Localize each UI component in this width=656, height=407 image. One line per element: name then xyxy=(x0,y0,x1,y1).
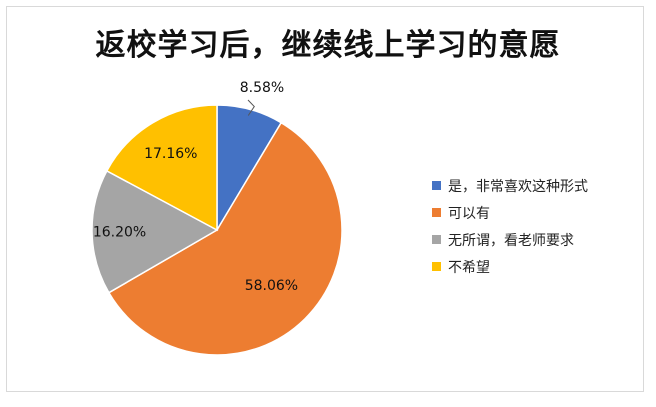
chart-title: 返校学习后，继续线上学习的意愿 xyxy=(95,28,561,63)
legend-item-4: 不希望 xyxy=(432,253,588,280)
slice-value-label-3: 16.20% xyxy=(93,225,146,241)
pie-slice-3 xyxy=(91,169,219,294)
pie-slice-4 xyxy=(105,104,218,232)
legend-label: 不希望 xyxy=(448,259,490,276)
slice-value-label-1: 8.58% xyxy=(240,80,284,96)
legend-item-2: 可以有 xyxy=(432,199,588,226)
legend-swatch xyxy=(432,262,441,271)
legend-item-3: 无所谓，看老师要求 xyxy=(432,226,588,253)
slice-value-label-2: 58.06% xyxy=(245,278,298,294)
legend-label: 可以有 xyxy=(448,205,490,222)
chart-legend: 是，非常喜欢这种形式 可以有无所谓，看老师要求 不希望 xyxy=(432,172,588,280)
legend-label: 是，非常喜欢这种形式 xyxy=(448,178,588,195)
legend-item-1: 是，非常喜欢这种形式 xyxy=(432,172,588,199)
legend-swatch xyxy=(432,208,441,217)
legend-swatch xyxy=(432,235,441,244)
legend-label: 无所谓，看老师要求 xyxy=(448,232,574,249)
legend-swatch xyxy=(432,181,441,190)
slice-value-label-4: 17.16% xyxy=(144,146,197,162)
leader-line xyxy=(247,99,255,116)
pie-slice-2 xyxy=(107,121,343,356)
